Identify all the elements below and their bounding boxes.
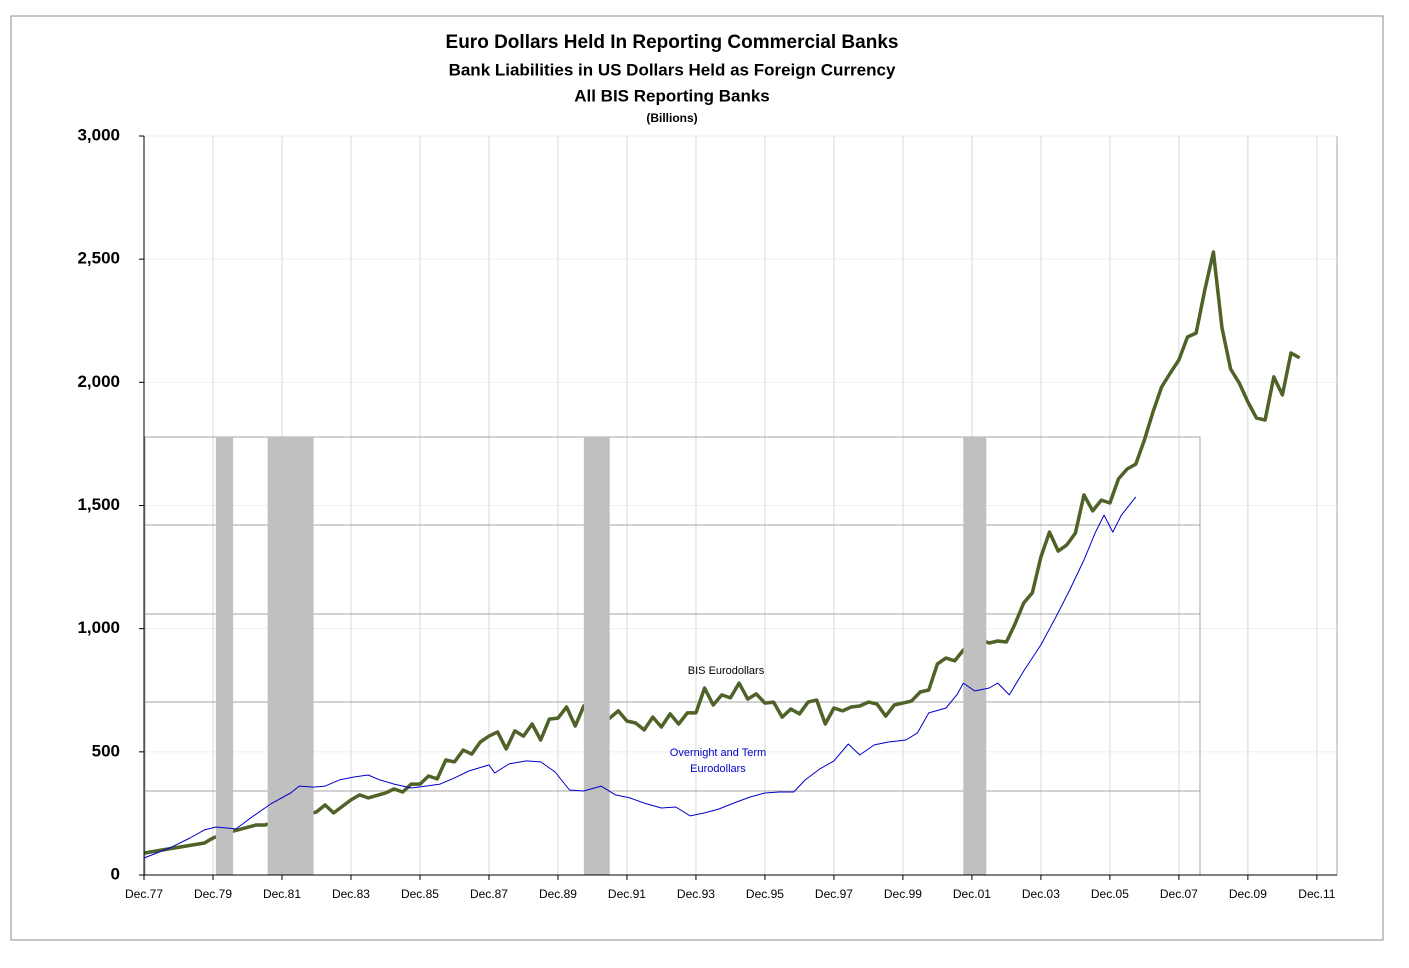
annotation: Eurodollars [690,763,746,775]
y-tick-label: 500 [92,741,120,760]
annotation: BIS Eurodollars [688,665,765,677]
x-tick-label: Dec.79 [194,887,232,901]
x-tick-label: Dec.83 [332,887,370,901]
x-tick-label: Dec.05 [1091,887,1129,901]
y-tick-label: 3,000 [77,125,120,144]
inset-frame [144,436,1201,876]
recession-band [267,437,314,875]
x-tick-label: Dec.77 [125,887,163,901]
x-tick-label: Dec.01 [953,887,991,901]
chart-subtitle: All BIS Reporting Banks [574,86,770,105]
chart-subtitle: Bank Liabilities in US Dollars Held as F… [449,60,896,79]
chart-title: Euro Dollars Held In Reporting Commercia… [446,32,899,53]
x-tick-label: Dec.89 [539,887,577,901]
x-tick-label: Dec.81 [263,887,301,901]
y-tick-label: 0 [111,864,120,883]
chart-frame [10,15,1384,941]
x-tick-label: Dec.95 [746,887,784,901]
annotation: Overnight and Term [670,747,766,759]
y-tick-label: 1,000 [77,618,120,637]
x-tick-label: Dec.87 [470,887,508,901]
series-layer [143,496,1137,859]
axes: 0 500 1,000 1,500 2,000 2,500 3,000 Dec.77 Dec.7… [77,125,1337,901]
chart-subtitle: (Billions) [646,111,697,125]
series-layer [143,250,1301,855]
y-tick-label: 2,000 [77,372,120,391]
recession-band [583,437,610,875]
x-tick-label: Dec.97 [815,887,853,901]
x-tick-label: Dec.09 [1229,887,1267,901]
series-line [143,250,1301,855]
recession-band [963,437,987,875]
recession-band [215,437,234,875]
x-tick-label: Dec.07 [1160,887,1198,901]
y-tick-label: 2,500 [77,249,120,268]
x-tick-label: Dec.91 [608,887,646,901]
x-tick-label: Dec.03 [1022,887,1060,901]
x-tick-label: Dec.11 [1298,887,1335,901]
x-tick-label: Dec.85 [401,887,439,901]
y-tick-label: 1,500 [77,495,120,514]
x-tick-label: Dec.99 [884,887,922,901]
x-tick-label: Dec.93 [677,887,715,901]
series-line [143,496,1137,859]
